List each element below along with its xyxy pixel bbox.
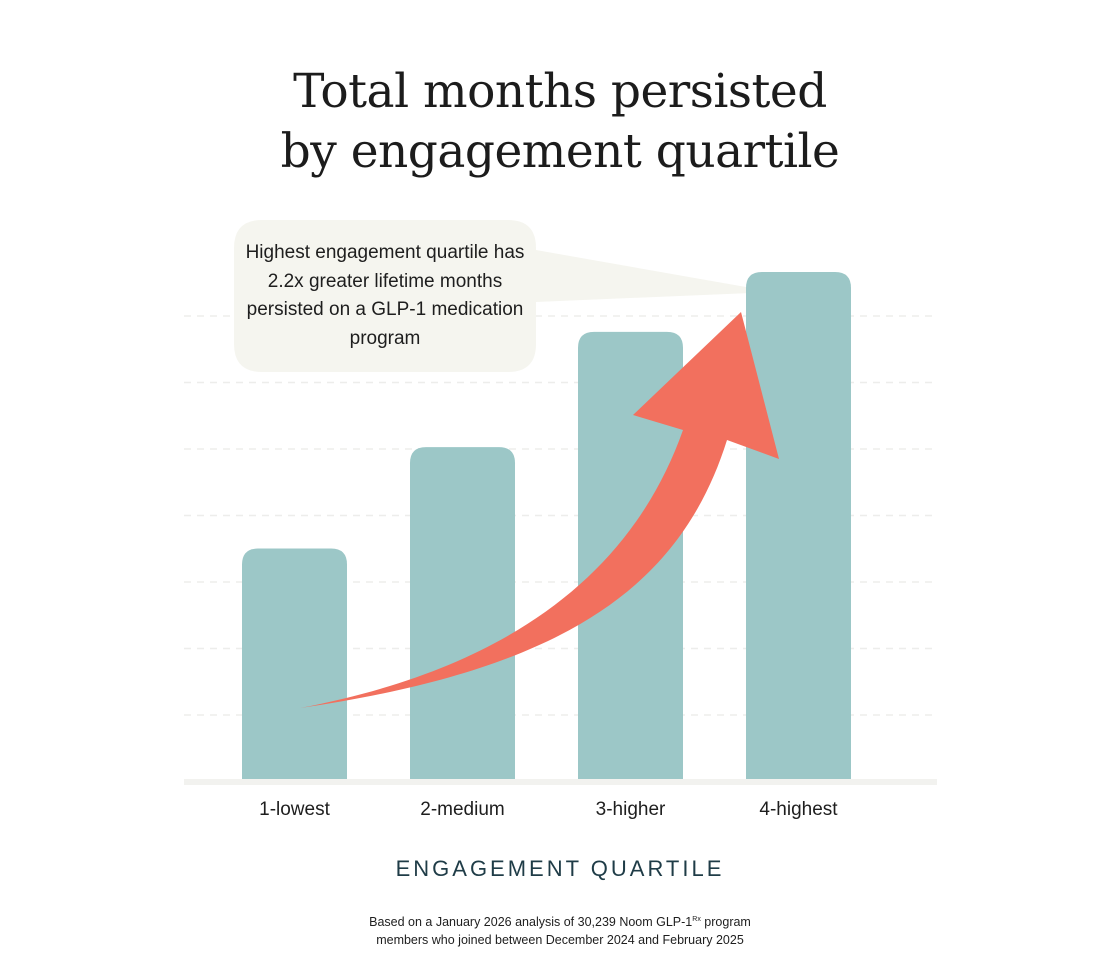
x-tick-label: 4-highest xyxy=(759,799,838,820)
bar-4-highest xyxy=(746,272,851,779)
chart-title-line-1: Total months persisted xyxy=(293,64,827,119)
bar-1-lowest xyxy=(242,548,347,779)
footnote-line-2: members who joined between December 2024… xyxy=(376,933,744,947)
x-tick-labels: 1-lowest 2-medium 3-higher 4-highest xyxy=(259,799,838,820)
chart-title: Total months persisted by engagement qua… xyxy=(0,62,1120,182)
footnote-line-1-tail: program xyxy=(700,915,751,929)
bar-2-medium xyxy=(410,447,515,779)
x-tick-label: 2-medium xyxy=(420,799,504,820)
x-tick-label: 1-lowest xyxy=(259,799,330,820)
x-axis-baseline xyxy=(184,779,937,785)
callout-bubble xyxy=(234,220,774,372)
trend-arrow-icon xyxy=(300,312,779,708)
x-axis-label: ENGAGEMENT QUARTILE xyxy=(395,856,725,881)
footnote: Based on a January 2026 analysis of 30,2… xyxy=(0,911,1120,949)
footnote-line-1: Based on a January 2026 analysis of 30,2… xyxy=(0,911,1120,931)
x-tick-label: 3-higher xyxy=(596,799,666,820)
footnote-line-1-text: Based on a January 2026 analysis of 30,2… xyxy=(369,915,693,929)
annotation-text: Highest engagement quartile has 2.2x gre… xyxy=(245,242,525,349)
chart-title-line-2: by engagement quartile xyxy=(280,124,840,179)
footnote-superscript: Rx xyxy=(692,916,701,923)
